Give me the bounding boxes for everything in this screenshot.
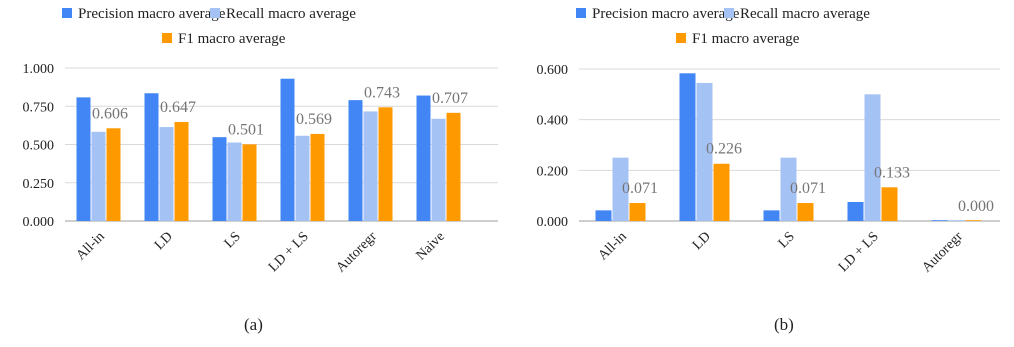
- y-tick-label: 0.000: [537, 215, 569, 230]
- bar: [144, 93, 159, 221]
- bar: [106, 128, 121, 221]
- bar: [91, 131, 106, 221]
- bar: [416, 95, 431, 221]
- bar: [595, 210, 612, 221]
- bar: [280, 78, 295, 222]
- bar: [348, 100, 363, 221]
- bar: [948, 220, 965, 221]
- bar: [847, 202, 864, 221]
- bar: [242, 144, 257, 221]
- panel-caption: (b): [774, 315, 794, 334]
- bar: [159, 127, 174, 221]
- y-tick-label: 0.500: [23, 139, 55, 154]
- bar: [797, 203, 814, 221]
- chart-panel-a: Precision macro average Recall macro aver…: [23, 6, 498, 334]
- bar: [864, 94, 881, 221]
- legend-label: Precision macro average: [592, 6, 740, 22]
- chart-panel-b: Precision macro average Recall macro aver…: [537, 6, 1000, 334]
- bar: [965, 220, 982, 221]
- bar: [363, 111, 378, 221]
- x-category-label: LD: [152, 229, 176, 253]
- bar: [713, 163, 730, 221]
- data-label: 0.647: [160, 99, 196, 116]
- bar: [227, 142, 242, 221]
- x-category-label: All-in: [596, 229, 630, 263]
- legend-swatch: [724, 8, 734, 18]
- x-category-label: Autoregr: [333, 229, 380, 276]
- legend-label: Recall macro average: [740, 6, 870, 22]
- data-label: 0.606: [92, 105, 128, 122]
- bar: [295, 135, 310, 221]
- x-category-label: LD + LS: [266, 229, 312, 275]
- legend-swatch: [162, 33, 172, 43]
- x-category-label: LD + LS: [836, 229, 882, 275]
- data-label: 0.743: [364, 84, 400, 101]
- x-category-label: LS: [222, 229, 244, 251]
- data-label: 0.501: [228, 121, 264, 138]
- data-label: 0.569: [296, 111, 332, 128]
- legend-label: Precision macro average: [78, 6, 226, 22]
- bar: [679, 73, 696, 221]
- bar: [780, 157, 797, 221]
- bar: [431, 118, 446, 221]
- legend-swatch: [210, 8, 220, 18]
- legend-label: F1 macro average: [178, 31, 286, 47]
- bar: [310, 133, 325, 221]
- bar: [446, 112, 461, 221]
- x-category-label: LD: [690, 229, 714, 253]
- data-label: 0.071: [790, 180, 826, 197]
- x-category-label: Autoregr: [919, 229, 966, 276]
- bar: [931, 220, 948, 221]
- data-label: 0.000: [958, 198, 994, 215]
- legend-swatch: [576, 8, 586, 18]
- data-label: 0.133: [874, 164, 910, 181]
- bar: [76, 97, 91, 221]
- bar: [763, 210, 780, 221]
- y-tick-label: 0.200: [537, 164, 569, 179]
- bar: [696, 82, 713, 221]
- bar: [174, 122, 189, 221]
- y-tick-label: 0.750: [23, 100, 55, 115]
- bar: [212, 137, 227, 221]
- legend-swatch: [62, 8, 72, 18]
- legend-swatch: [676, 33, 686, 43]
- data-label: 0.707: [432, 90, 468, 107]
- y-tick-label: 0.250: [23, 177, 55, 192]
- x-category-label: Naive: [414, 229, 448, 263]
- data-label: 0.071: [622, 180, 658, 197]
- bar: [378, 107, 393, 221]
- panel-caption: (a): [244, 315, 263, 334]
- data-label: 0.226: [706, 141, 742, 158]
- legend-label: Recall macro average: [226, 6, 356, 22]
- y-tick-label: 0.400: [537, 114, 569, 129]
- bar: [612, 157, 629, 221]
- y-tick-label: 1.000: [23, 62, 55, 77]
- bar: [881, 187, 898, 221]
- legend-label: F1 macro average: [692, 31, 800, 47]
- x-category-label: All-in: [74, 229, 108, 263]
- y-tick-label: 0.000: [23, 215, 55, 230]
- y-tick-label: 0.600: [537, 63, 569, 78]
- x-category-label: LS: [776, 229, 798, 251]
- bar: [629, 203, 646, 221]
